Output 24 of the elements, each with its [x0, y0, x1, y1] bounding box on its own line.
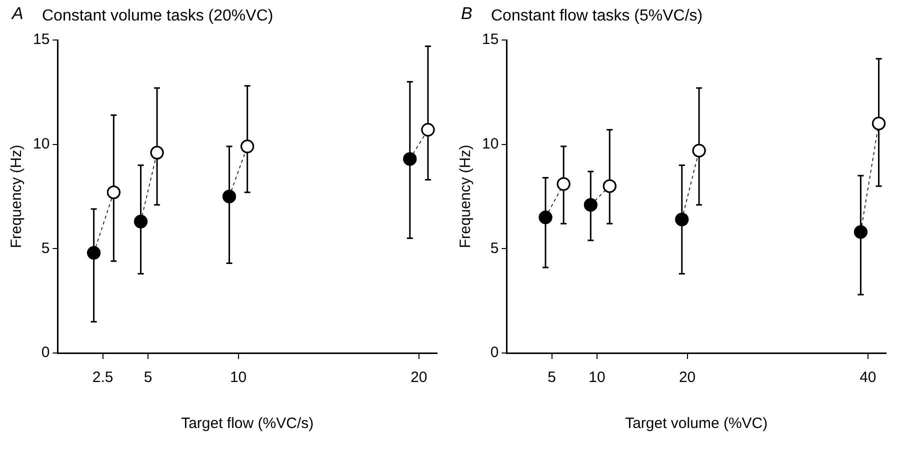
y-tick-label: 15 [482, 31, 499, 48]
x-tick-label: 2.5 [92, 369, 114, 386]
x-tick-label: 10 [588, 369, 606, 386]
y-tick-label: 10 [482, 135, 499, 152]
y-tick-label: 5 [490, 240, 499, 257]
x-axis-title: Target flow (%VC/s) [181, 415, 314, 432]
y-tick-label: 10 [32, 135, 50, 152]
x-tick-label: 40 [860, 369, 876, 386]
text: B [461, 4, 472, 24]
x-axis-title: Target volume (%VC) [625, 415, 768, 432]
y-tick-label: 0 [41, 344, 50, 362]
chart-title: Constant volume tasks (20%VC) [42, 7, 274, 24]
y-axis-title: Frequency (Hz) [8, 144, 26, 248]
x-tick-label: 5 [144, 369, 152, 386]
text: A [11, 4, 24, 24]
y-tick-label: 0 [490, 344, 499, 362]
y-axis-title: Frequency (Hz) [457, 144, 474, 248]
x-tick-label: 20 [678, 369, 696, 386]
chart-title: Constant flow tasks (5%VC/s) [491, 7, 703, 24]
y-tick-label: 15 [32, 31, 50, 48]
x-tick-label: 5 [548, 369, 556, 386]
y-tick-label: 5 [41, 240, 50, 257]
x-tick-label: 10 [230, 369, 247, 386]
x-tick-label: 20 [410, 369, 428, 386]
